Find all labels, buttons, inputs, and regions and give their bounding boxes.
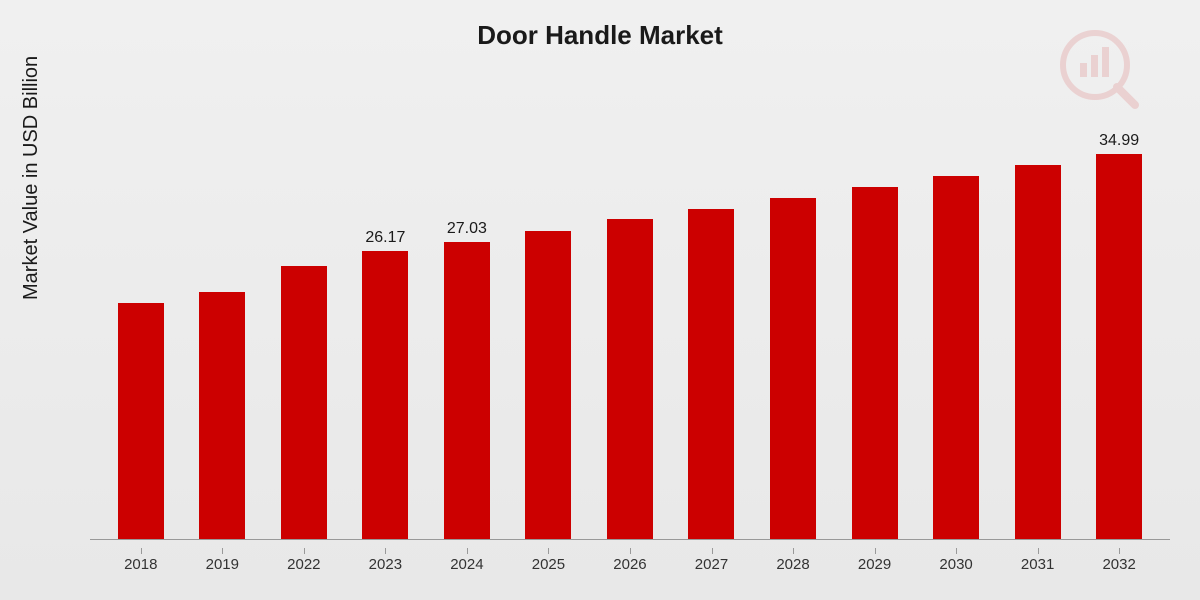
bar-slot [508,99,590,539]
bar [199,292,245,540]
bar [118,303,164,540]
bar [933,176,979,539]
bar-value-label: 27.03 [447,220,487,238]
bar-slot [752,99,834,539]
bar [525,231,571,539]
x-axis-tick-label: 2026 [589,556,671,573]
bar [852,187,898,539]
x-axis-tick [304,548,305,554]
bar [444,242,490,539]
x-axis-tick-label: 2023 [345,556,427,573]
bar [362,251,408,539]
y-axis-label: Market Value in USD Billion [20,56,43,300]
x-axis-labels: 2018201920222023202420252026202720282029… [90,556,1170,573]
bar-slot [182,99,264,539]
x-axis-tick [956,548,957,554]
bar-slot [671,99,753,539]
x-axis-tick [548,548,549,554]
bar-slot: 27.03 [426,99,508,539]
bar-slot: 26.17 [345,99,427,539]
bar-value-label: 26.17 [365,229,405,247]
bar [688,209,734,539]
x-axis-tick [875,548,876,554]
bar-slot [100,99,182,539]
x-axis-tick-label: 2031 [997,556,1079,573]
x-axis-tick [467,548,468,554]
x-axis-tick [1038,548,1039,554]
plot-area: 26.17 27.03 34.99 [90,100,1170,540]
x-axis-tick-label: 2029 [834,556,916,573]
bar-slot [834,99,916,539]
x-axis-tick [630,548,631,554]
bars-group: 26.17 27.03 34.99 [90,99,1170,539]
x-axis-tick-label: 2022 [263,556,345,573]
bar [770,198,816,539]
x-axis-tick [385,548,386,554]
bar [281,266,327,539]
x-axis-tick-label: 2032 [1078,556,1160,573]
bar-value-label: 34.99 [1099,132,1139,150]
bar [607,219,653,539]
x-axis-tick [793,548,794,554]
bar [1096,154,1142,539]
x-axis-tick [1119,548,1120,554]
bar-slot [997,99,1079,539]
chart-title: Door Handle Market [0,0,1200,51]
chart-container: 26.1727.0334.99 201820192022202320242025… [90,100,1170,540]
x-axis-tick [222,548,223,554]
x-axis-tick-label: 2018 [100,556,182,573]
x-axis-tick-label: 2027 [671,556,753,573]
x-axis-tick-label: 2024 [426,556,508,573]
bar [1015,165,1061,539]
bar-slot [589,99,671,539]
bar-slot [263,99,345,539]
x-axis-tick [712,548,713,554]
x-axis-tick-label: 2025 [508,556,590,573]
x-axis-tick-label: 2030 [915,556,997,573]
x-axis-tick-label: 2028 [752,556,834,573]
bar-slot [915,99,997,539]
x-axis-tick [141,548,142,554]
x-axis-tick-label: 2019 [182,556,264,573]
bar-slot: 34.99 [1078,99,1160,539]
